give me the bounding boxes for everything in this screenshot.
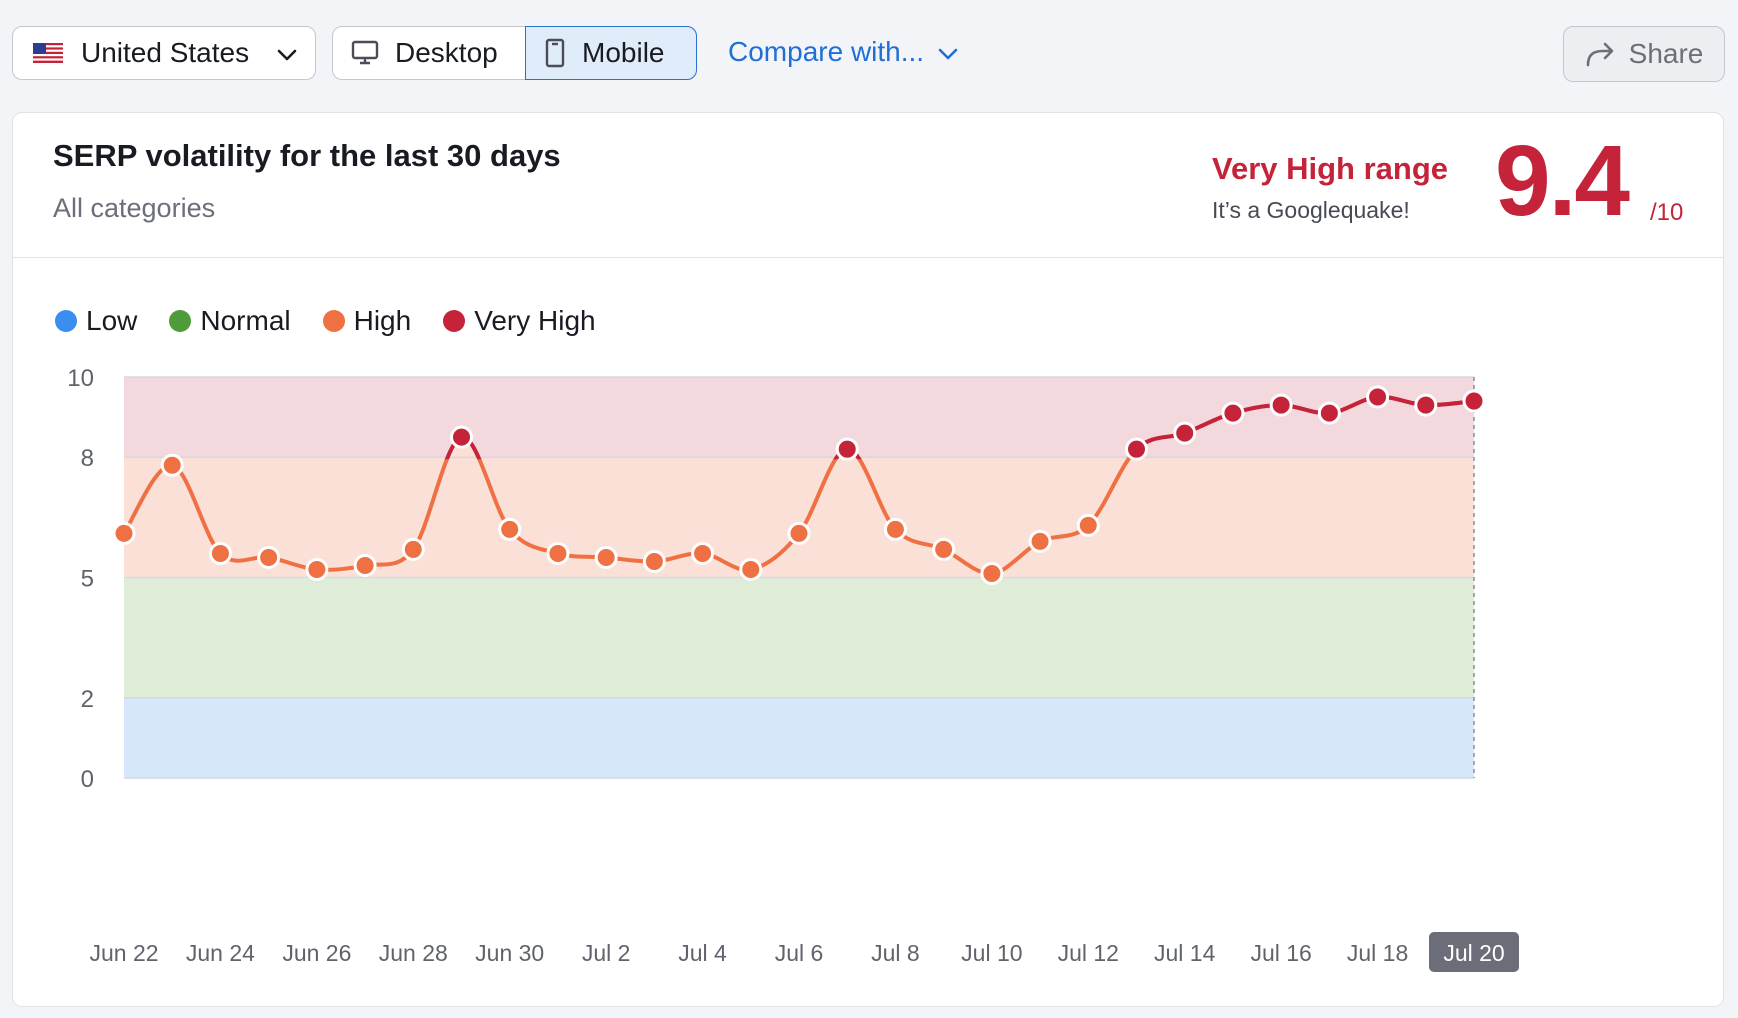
x-tick-label: Jul 6 [775,940,824,966]
data-point [980,561,1004,585]
country-label: United States [81,37,250,68]
chart-legend: Low Normal High Very High [55,305,628,337]
x-tick-label: Jul 16 [1250,940,1311,966]
data-point [932,537,956,561]
data-point [1076,513,1100,537]
legend-label: Very High [474,305,596,336]
x-tick-label: Jul 4 [678,940,727,966]
legend-dot [443,310,466,332]
legend-dot [169,310,192,332]
y-tick-label: 8 [81,445,94,472]
toolbar: United States Desktop Mobile Compare wit… [0,0,1738,110]
card-title: SERP volatility for the last 30 days [53,138,561,173]
card-header: SERP volatility for the last 30 days All… [13,113,1723,258]
data-point [835,437,859,461]
x-tick-label: Jun 22 [89,940,158,966]
legend-label: Low [86,305,138,336]
us-flag-icon [33,43,63,63]
data-point [353,553,377,577]
legend-label: Normal [200,305,291,336]
data-point [257,545,281,569]
data-point [160,453,184,477]
legend-item-high[interactable]: High [322,305,412,337]
data-point [1366,385,1390,409]
data-point [1462,389,1486,413]
chevron-down-icon [938,36,958,68]
x-tick-label: Jul 18 [1347,940,1408,966]
volatility-chart: 0 2 5 8 10 Jun 22 Jun 24 Jun 26 Jun 28 Jun 30 Jul … [67,365,1519,972]
mobile-label: Mobile [582,37,665,68]
mobile-button[interactable]: Mobile [525,26,697,80]
data-point [1221,401,1245,425]
legend-dot [322,310,345,332]
x-tick-label: Jul 10 [961,940,1022,966]
desktop-icon [351,40,379,66]
x-tick-label: Jun 30 [475,940,544,966]
x-tick-label: Jul 2 [582,940,631,966]
legend-label: High [353,305,412,336]
x-tick-label: Jun 28 [379,940,448,966]
card-subtitle: All categories [53,193,216,223]
volatility-card: SERP volatility for the last 30 days All… [12,112,1724,1007]
legend-item-very-high[interactable]: Very High [443,305,596,337]
legend-item-low[interactable]: Low [55,305,137,337]
legend-item-normal[interactable]: Normal [169,305,291,337]
data-point [1125,437,1148,461]
x-tick-label: Jul 12 [1058,940,1119,966]
compare-label: Compare with... [728,36,925,67]
band-low [124,697,1474,778]
x-tick-label: Jul 20 [1443,940,1504,966]
data-point [112,521,136,545]
share-label: Share [1628,38,1704,69]
x-tick-highlight [1429,932,1519,972]
y-tick-label: 2 [81,686,94,713]
data-point [1317,401,1341,425]
data-point [401,537,425,561]
data-point [450,425,473,449]
data-point [1028,529,1052,553]
data-point [691,541,715,565]
share-arrow-icon [1585,41,1615,67]
desktop-button[interactable]: Desktop [332,26,525,80]
share-button[interactable]: Share [1563,26,1725,82]
desktop-label: Desktop [395,37,498,68]
x-tick-label: Jul 8 [871,940,920,966]
x-tick-label: Jun 26 [282,940,351,966]
data-point [546,541,570,565]
area-very-high [1136,396,1474,458]
y-tick-label: 10 [67,365,94,392]
data-point [305,557,329,581]
chevron-down-icon [277,37,297,69]
country-select[interactable]: United States [12,26,316,80]
data-point [1173,421,1197,445]
data-point [739,557,763,581]
y-tick-label: 5 [81,566,94,593]
mobile-icon [544,38,566,68]
x-tick-label: Jun 24 [186,940,255,966]
data-point [498,517,522,541]
data-point [1414,393,1438,417]
y-tick-label: 0 [81,766,94,793]
volatility-score: 9.4 [1495,125,1630,237]
data-point [787,521,811,545]
compare-dropdown[interactable]: Compare with... [728,30,958,74]
data-point [642,549,666,573]
range-description: It’s a Googlequake! [1212,197,1410,223]
range-label: Very High range [1212,151,1449,186]
band-normal [124,577,1474,698]
score-max: /10 [1650,199,1684,226]
data-point [208,541,232,565]
legend-dot [55,310,77,332]
device-switch: Desktop Mobile [332,26,697,80]
x-tick-label: Jul 14 [1154,940,1216,966]
data-point [594,545,618,569]
data-point [1269,393,1293,417]
data-point [883,517,907,541]
